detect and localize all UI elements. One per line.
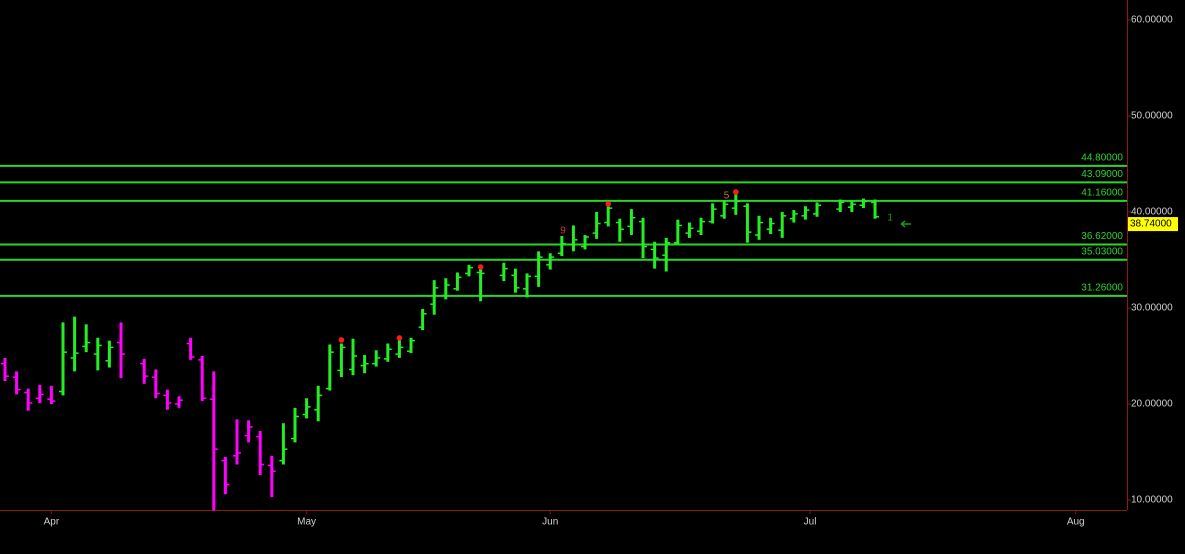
level-label: 41.16000 [1081,187,1123,198]
level-label: 43.09000 [1081,169,1123,180]
last-price-label: 38.74000 [1130,219,1172,230]
arrow [900,220,912,228]
signal-dot [605,201,612,207]
signal-dot [733,189,739,195]
signal-dot [477,264,484,270]
y-tick-label: 60.00000 [1131,15,1173,26]
y-tick-label: 30.00000 [1131,303,1173,314]
signal-dot [396,335,403,341]
y-tick-label: 10.00000 [1131,495,1173,506]
y-tick-label: 40.00000 [1131,207,1173,218]
x-tick-label: May [297,517,316,528]
level-label: 35.03000 [1081,246,1123,257]
y-tick-label: 50.00000 [1131,111,1173,122]
x-tick-label: Aug [1067,517,1085,528]
y-tick-label: 20.00000 [1131,399,1173,410]
annotation: 1 [887,213,893,224]
x-tick-label: Apr [44,517,60,528]
level-label: 31.26000 [1081,283,1123,294]
last-price-box [1128,217,1178,232]
signal-dot [338,337,345,343]
annotation: 5 [724,191,730,202]
annotation: 9 [560,226,566,237]
level-label: 44.80000 [1081,153,1123,164]
x-tick-label: Jul [804,517,817,528]
level-label: 36.62000 [1081,231,1123,242]
x-tick-label: Jun [542,517,558,528]
